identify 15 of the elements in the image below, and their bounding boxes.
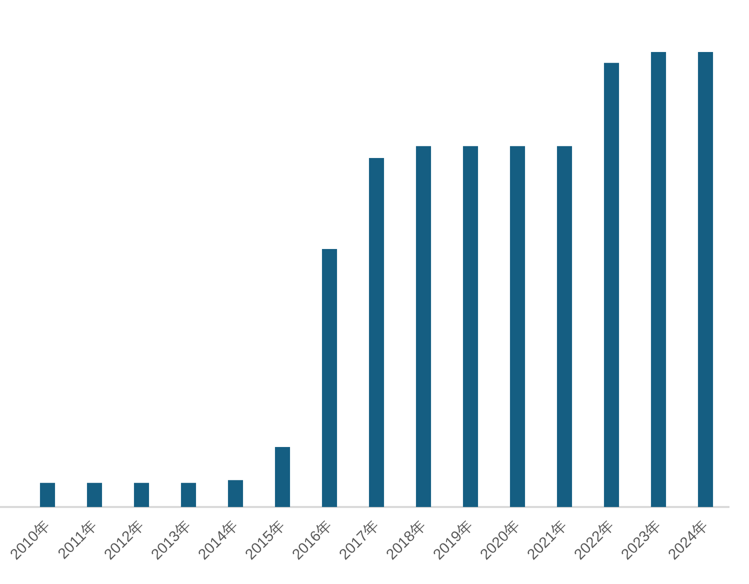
bar xyxy=(416,146,432,507)
bar xyxy=(604,62,620,507)
bar xyxy=(228,480,244,507)
bar xyxy=(180,482,196,507)
bar xyxy=(322,249,338,507)
bar xyxy=(86,482,102,507)
bar xyxy=(274,446,290,507)
bar xyxy=(510,146,526,507)
bar xyxy=(40,482,56,507)
bar xyxy=(368,158,384,507)
bar xyxy=(698,52,714,507)
bar xyxy=(650,52,666,507)
bar xyxy=(134,482,150,507)
bar xyxy=(556,146,572,507)
bar xyxy=(462,146,478,507)
